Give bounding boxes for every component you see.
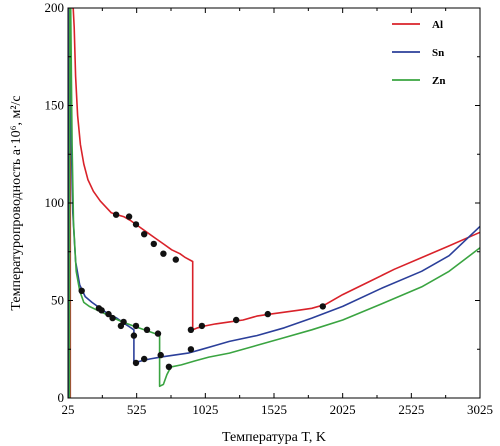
legend-label-al: Al — [432, 19, 443, 31]
data-point-zn-6 — [165, 363, 173, 370]
data-point-al-8 — [198, 322, 206, 330]
axis-ticks — [67, 7, 481, 399]
data-point-sn-8 — [187, 346, 195, 353]
axis-tick-labels: 25 525 1025 1525 2025 2525 3025 0 50 100 150 200 — [45, 0, 494, 417]
x-axis-label: Температура T, K — [222, 430, 326, 445]
y-axis-label: Температуропроводность a·10⁶, м²/с — [9, 95, 24, 310]
data-point-al-7 — [187, 326, 195, 333]
x-tick-label-4: 2025 — [330, 402, 356, 417]
plot-frame — [67, 7, 481, 399]
data-point-zn-1 — [109, 314, 116, 322]
x-tick-label-5: 2525 — [398, 402, 424, 417]
data-point-zn-5 — [154, 330, 162, 337]
y-tick-label-1: 50 — [51, 293, 64, 308]
data-point-sn-2 — [105, 310, 112, 318]
data-point-zn-3 — [132, 322, 140, 330]
y-tick-label-4: 200 — [45, 0, 65, 15]
legend: Al Sn Zn — [392, 19, 445, 87]
legend-label-zn: Zn — [432, 75, 445, 87]
y-tick-label-0: 0 — [58, 390, 65, 405]
data-point-al-9 — [233, 316, 240, 324]
x-tick-label-0: 25 — [62, 402, 75, 417]
legend-label-sn: Sn — [432, 47, 444, 59]
data-point-sn-0 — [78, 287, 85, 294]
x-tick-label-2: 1025 — [192, 402, 218, 417]
data-point-al-11 — [319, 303, 326, 310]
data-point-sn-5 — [132, 359, 140, 367]
data-point-zn-0 — [98, 307, 105, 314]
plot-points — [78, 211, 326, 370]
data-point-sn-7 — [157, 351, 164, 359]
data-point-al-3 — [141, 231, 148, 238]
data-point-al-5 — [160, 250, 167, 257]
data-point-al-2 — [132, 221, 140, 228]
x-tick-label-6: 3025 — [467, 402, 493, 417]
data-point-al-1 — [125, 213, 133, 220]
data-point-al-4 — [150, 240, 157, 248]
y-tick-label-3: 150 — [45, 98, 65, 113]
data-point-sn-6 — [141, 355, 148, 363]
data-point-zn-4 — [143, 326, 151, 333]
data-point-al-10 — [264, 310, 271, 318]
x-tick-label-1: 525 — [127, 402, 147, 417]
plot-lines — [68, 8, 480, 398]
x-tick-label-3: 1525 — [261, 402, 287, 417]
data-point-al-0 — [112, 211, 120, 218]
y-tick-label-2: 100 — [45, 195, 65, 210]
series-line-zn — [68, 8, 480, 398]
data-point-zn-2 — [120, 318, 127, 326]
data-point-al-6 — [172, 256, 179, 263]
series-line-al — [68, 8, 480, 398]
data-point-sn-4 — [130, 332, 138, 339]
series-line-sn — [68, 8, 480, 398]
